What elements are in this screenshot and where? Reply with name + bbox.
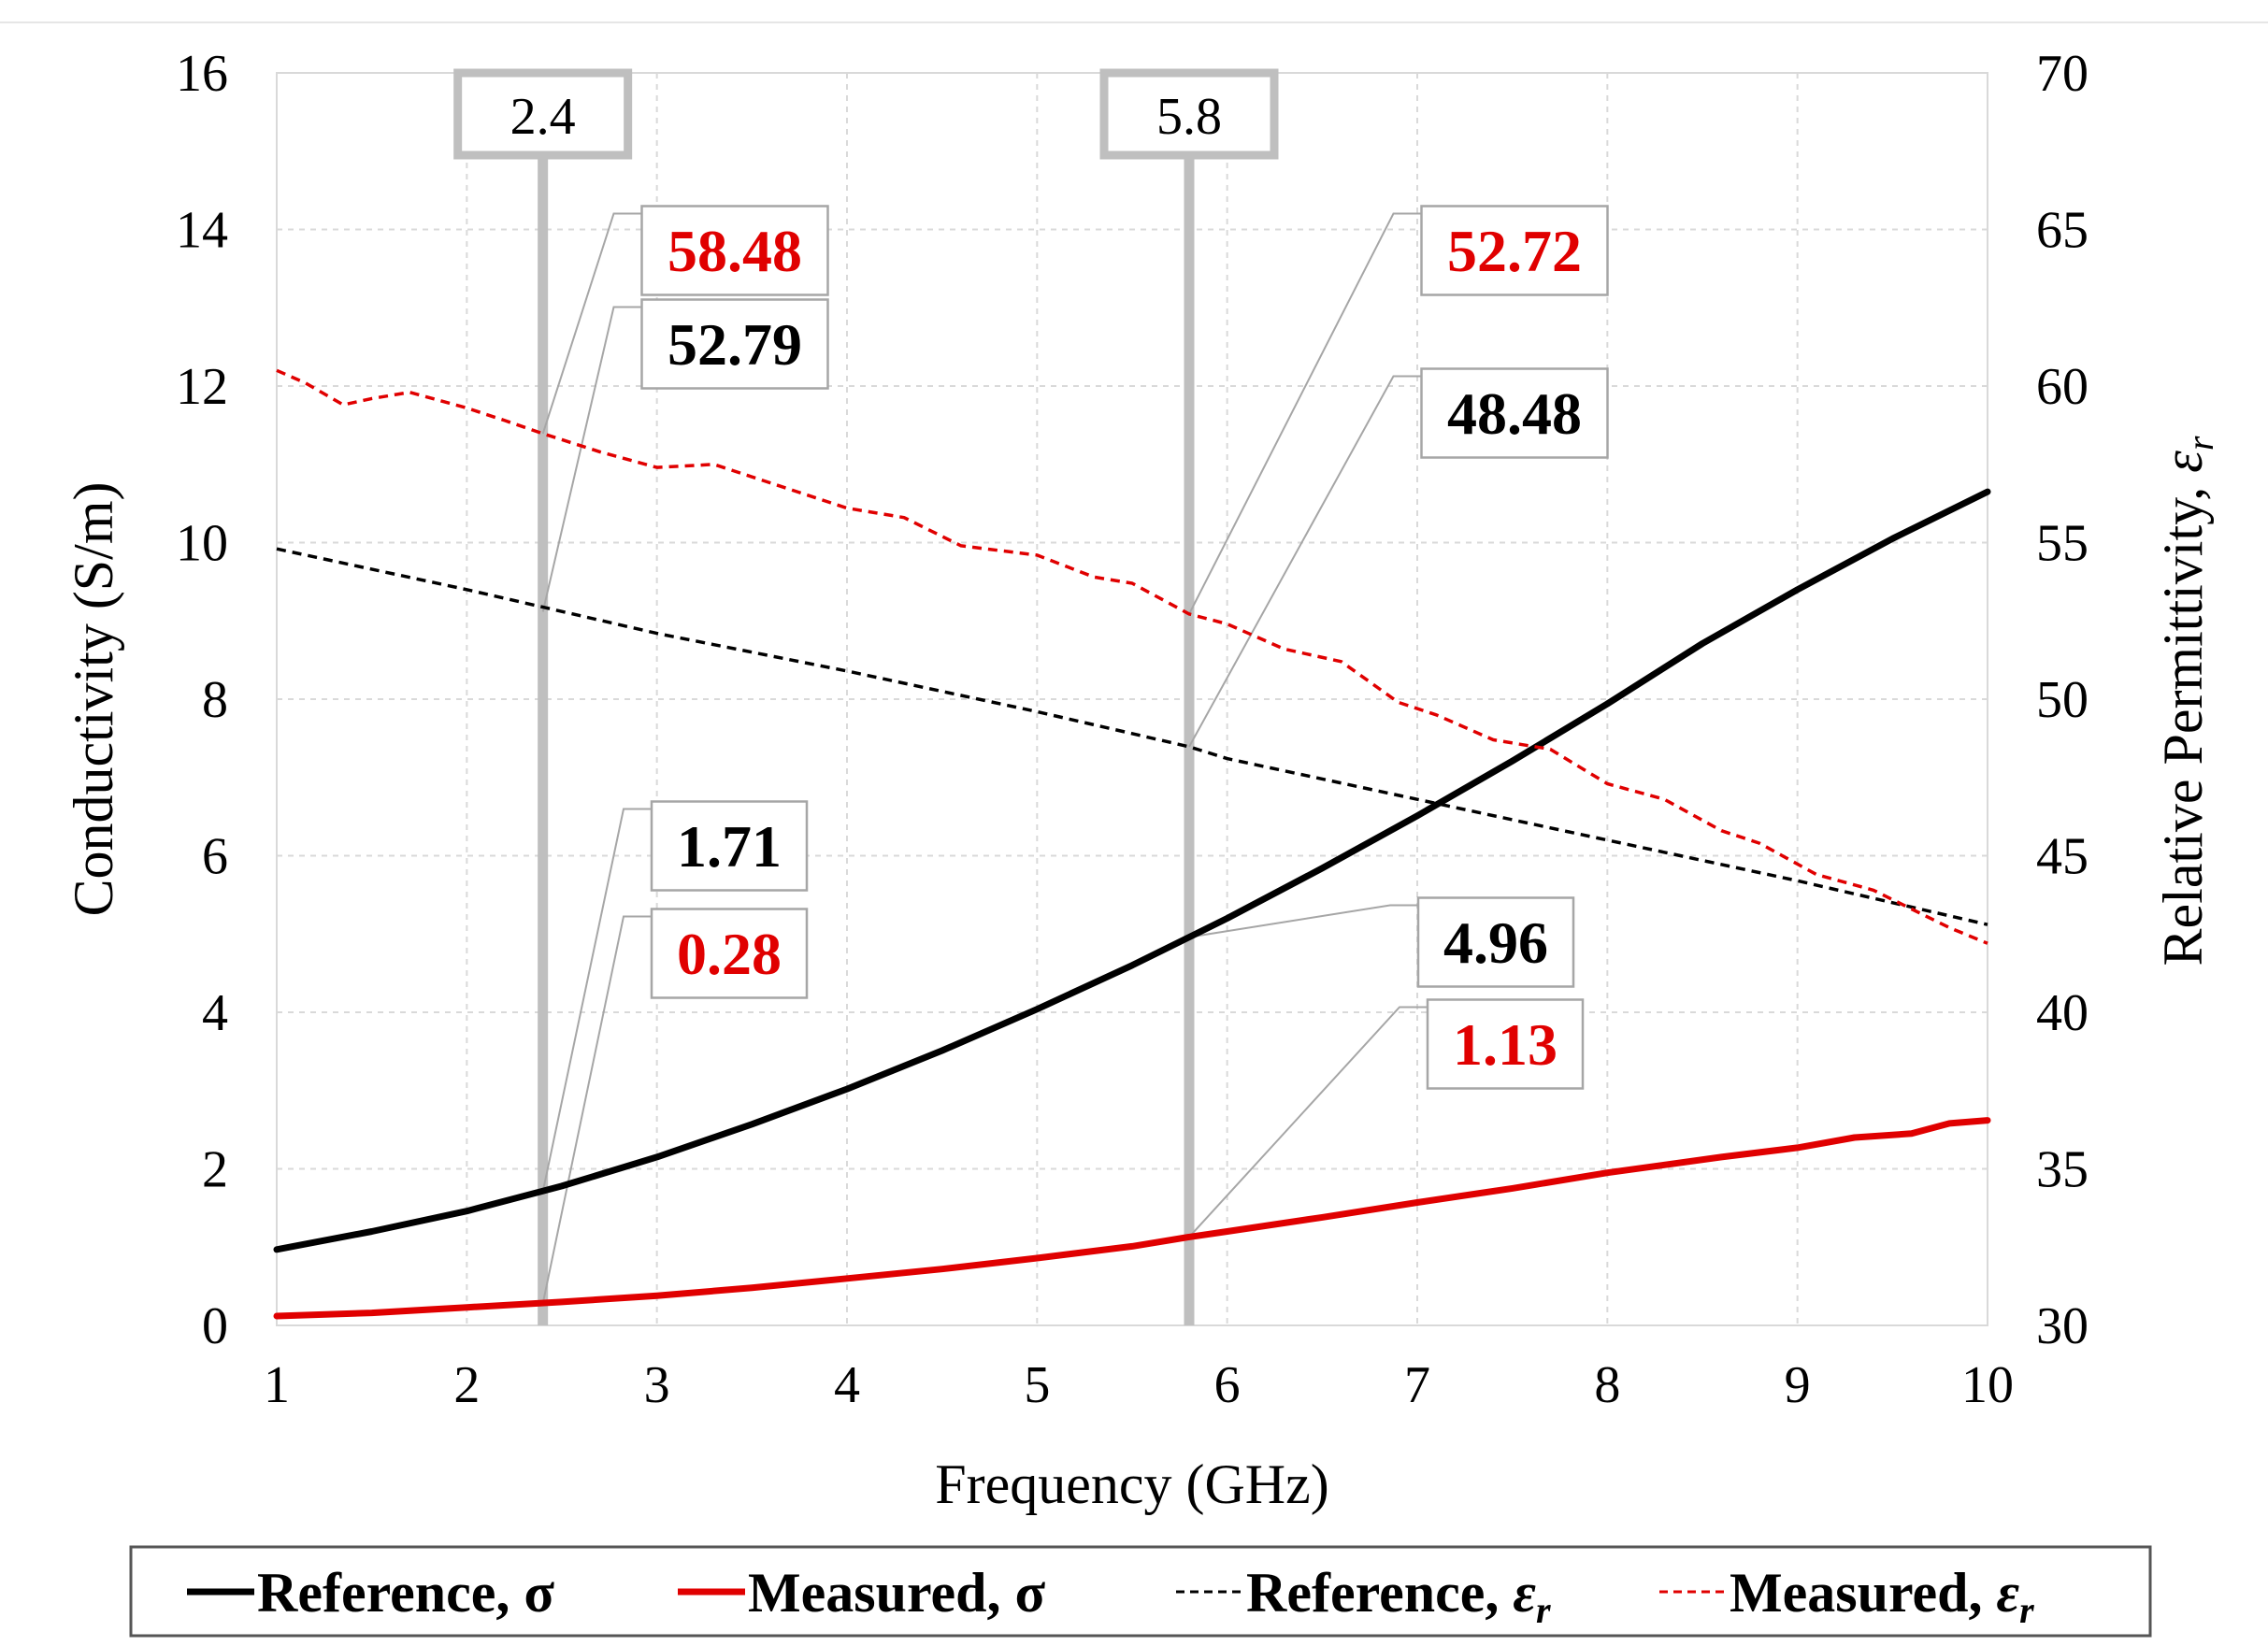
- y-right-axis-title: Relative Permittivity, εr: [2152, 436, 2221, 966]
- x-tick-label: 5: [1024, 1356, 1050, 1414]
- x-tick-label: 10: [1961, 1356, 2014, 1414]
- y-right-axis-title-epsilon: ε: [2152, 451, 2214, 473]
- frequency-marker-box: [1099, 68, 1279, 160]
- legend-item-reference-epsilon: Reference, εr: [1176, 1562, 1551, 1631]
- legend-item-measured-sigma: Measured, σ: [678, 1562, 1046, 1624]
- callout-box: [1420, 205, 1609, 296]
- callout-label: 4.96: [1443, 909, 1548, 976]
- callout-leader-line: [541, 306, 642, 612]
- y-right-tick-label: 45: [2036, 828, 2089, 886]
- legend-label-reference-sigma: Reference, σ: [257, 1562, 554, 1624]
- callout-leader-line: [541, 808, 652, 1193]
- frequency-marker-label: 5.8: [1156, 88, 1222, 146]
- frequency-marker-labels: 2.4 5.8: [453, 68, 1279, 160]
- x-tick-label: 4: [834, 1356, 860, 1414]
- callouts: 58.48 52.79 1.71 0.28 52.72 48.48 4.96 1.13: [640, 205, 1609, 1090]
- legend-label-measured-epsilon-sub: r: [2019, 1589, 2034, 1631]
- grid: [277, 73, 1988, 1325]
- legend-label-measured-epsilon-symbol: ε: [1997, 1562, 2020, 1624]
- callout-label: 48.48: [1447, 380, 1582, 447]
- legend-label-measured-epsilon: Measured, εr: [1730, 1562, 2034, 1631]
- y-right-tick-label: 65: [2036, 202, 2089, 260]
- x-tick-label: 8: [1594, 1356, 1620, 1414]
- frequency-markers: [538, 150, 1195, 1325]
- legend-label-reference-epsilon-sub: r: [1536, 1589, 1551, 1631]
- legend-label-reference-epsilon: Reference, εr: [1246, 1562, 1551, 1631]
- callout-leader-line: [1188, 904, 1418, 938]
- legend: Reference, σ Measured, σ Reference, εr M…: [129, 1545, 2152, 1638]
- callout-leader-line: [1188, 212, 1422, 615]
- y-left-tick-label: 6: [202, 828, 228, 886]
- series-line: [273, 488, 1991, 1253]
- legend-label-reference-epsilon-symbol: ε: [1513, 1562, 1536, 1624]
- y-right-axis-ticks: 30 35 40 45 50 55 60 65 70: [2036, 45, 2089, 1355]
- legend-label-reference-epsilon-text: Reference,: [1246, 1562, 1513, 1624]
- y-right-tick-label: 70: [2036, 45, 2089, 103]
- callout-label: 0.28: [677, 921, 782, 987]
- y-left-tick-label: 2: [202, 1141, 228, 1199]
- callout-box: [1420, 367, 1609, 459]
- x-axis-title: Frequency (GHz): [935, 1453, 1329, 1515]
- series-lines: [273, 368, 1991, 1320]
- y-right-axis-title-text: Relative Permittivity,: [2152, 473, 2214, 966]
- y-right-axis-title-subscript: r: [2179, 436, 2221, 451]
- series-line: [276, 547, 1988, 926]
- y-right-tick-label: 50: [2036, 671, 2089, 729]
- y-right-tick-label: 35: [2036, 1141, 2089, 1199]
- frequency-marker-box: [453, 68, 633, 160]
- x-axis-ticks: 1 2 3 4 5 6 7 8 9 10: [264, 1356, 2014, 1414]
- callout-label: 52.72: [1447, 218, 1582, 284]
- series-line: [276, 368, 1988, 945]
- callout-leaders: [541, 212, 1428, 1304]
- callout-label: 58.48: [667, 218, 802, 284]
- x-tick-label: 9: [1785, 1356, 1811, 1414]
- y-left-tick-label: 10: [176, 515, 228, 573]
- x-tick-label: 7: [1404, 1356, 1430, 1414]
- series-line: [273, 1117, 1991, 1320]
- y-right-tick-label: 60: [2036, 358, 2089, 416]
- callout-leader-line: [1188, 1006, 1428, 1238]
- x-tick-label: 6: [1214, 1356, 1241, 1414]
- y-left-tick-label: 0: [202, 1297, 228, 1355]
- callout-box: [640, 298, 829, 390]
- legend-label-measured-sigma: Measured, σ: [748, 1562, 1046, 1624]
- callout-leader-line: [1188, 375, 1422, 748]
- legend-item-measured-epsilon: Measured, εr: [1659, 1562, 2034, 1631]
- callout-label: 52.79: [667, 311, 802, 378]
- y-left-tick-label: 8: [202, 671, 228, 729]
- x-tick-label: 1: [264, 1356, 290, 1414]
- callout-leader-line: [541, 212, 642, 435]
- legend-item-reference-sigma: Reference, σ: [187, 1562, 554, 1624]
- y-left-tick-label: 14: [176, 202, 228, 260]
- callout-label: 1.13: [1453, 1011, 1557, 1078]
- callout-box: [650, 800, 809, 892]
- callout-box: [1426, 998, 1585, 1090]
- legend-label-measured-epsilon-text: Measured,: [1730, 1562, 1997, 1624]
- y-right-tick-label: 55: [2036, 515, 2089, 573]
- y-left-tick-label: 16: [176, 45, 228, 103]
- x-tick-label: 2: [453, 1356, 480, 1414]
- frequency-marker-label: 2.4: [510, 88, 576, 146]
- y-right-tick-label: 40: [2036, 984, 2089, 1042]
- x-tick-label: 3: [644, 1356, 670, 1414]
- callout-box: [640, 205, 829, 296]
- callout-leader-line: [541, 915, 652, 1304]
- y-left-tick-label: 12: [176, 358, 228, 416]
- legend-box: [129, 1545, 2152, 1638]
- callout-box: [1416, 896, 1575, 988]
- callout-box: [650, 908, 809, 999]
- y-left-tick-label: 4: [202, 984, 228, 1042]
- callout-label: 1.71: [677, 813, 782, 880]
- y-left-axis-title: Conductivity (S/m): [63, 482, 124, 917]
- y-left-axis-ticks: 0 2 4 6 8 10 12 14 16: [176, 45, 228, 1355]
- y-right-tick-label: 30: [2036, 1297, 2089, 1355]
